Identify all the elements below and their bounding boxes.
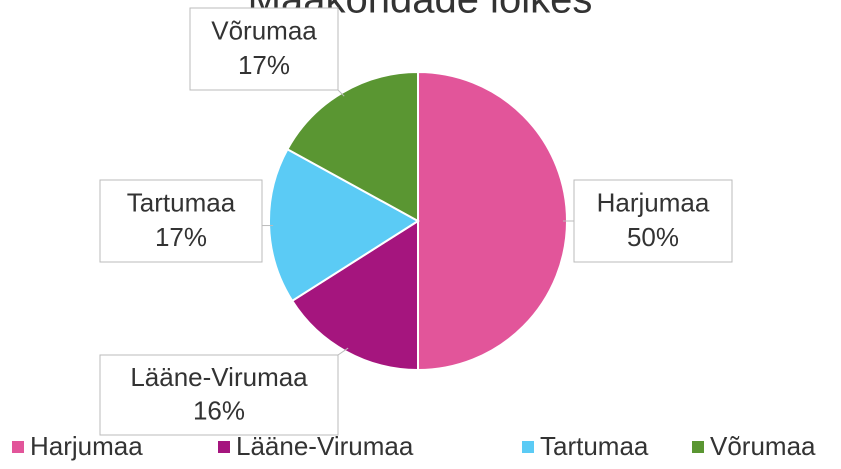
legend-swatch xyxy=(218,441,230,453)
label-value: 17% xyxy=(155,222,207,252)
label-box xyxy=(189,7,339,91)
leader-line xyxy=(337,347,349,356)
label-name: Lääne-Virumaa xyxy=(130,362,308,392)
label-box xyxy=(99,354,339,436)
legend-swatch xyxy=(522,441,534,453)
label-name: Võrumaa xyxy=(211,15,317,45)
legend-swatch xyxy=(692,441,704,453)
label-value: 16% xyxy=(193,395,245,425)
leader-line xyxy=(337,89,345,97)
label-value: 50% xyxy=(627,222,679,252)
legend-label: Võrumaa xyxy=(710,431,816,461)
pie-slice xyxy=(417,70,568,372)
label-box xyxy=(573,179,733,263)
pie-slice xyxy=(286,70,419,223)
legend-label: Harjumaa xyxy=(30,431,143,461)
pie-slice xyxy=(290,219,419,372)
legend-swatch xyxy=(12,441,24,453)
legend-label: Lääne-Virumaa xyxy=(236,431,414,461)
label-name: Harjumaa xyxy=(597,187,710,217)
label-value: 17% xyxy=(238,50,290,80)
legend-label: Tartumaa xyxy=(540,431,649,461)
label-box xyxy=(99,179,263,263)
label-name: Tartumaa xyxy=(127,187,236,217)
